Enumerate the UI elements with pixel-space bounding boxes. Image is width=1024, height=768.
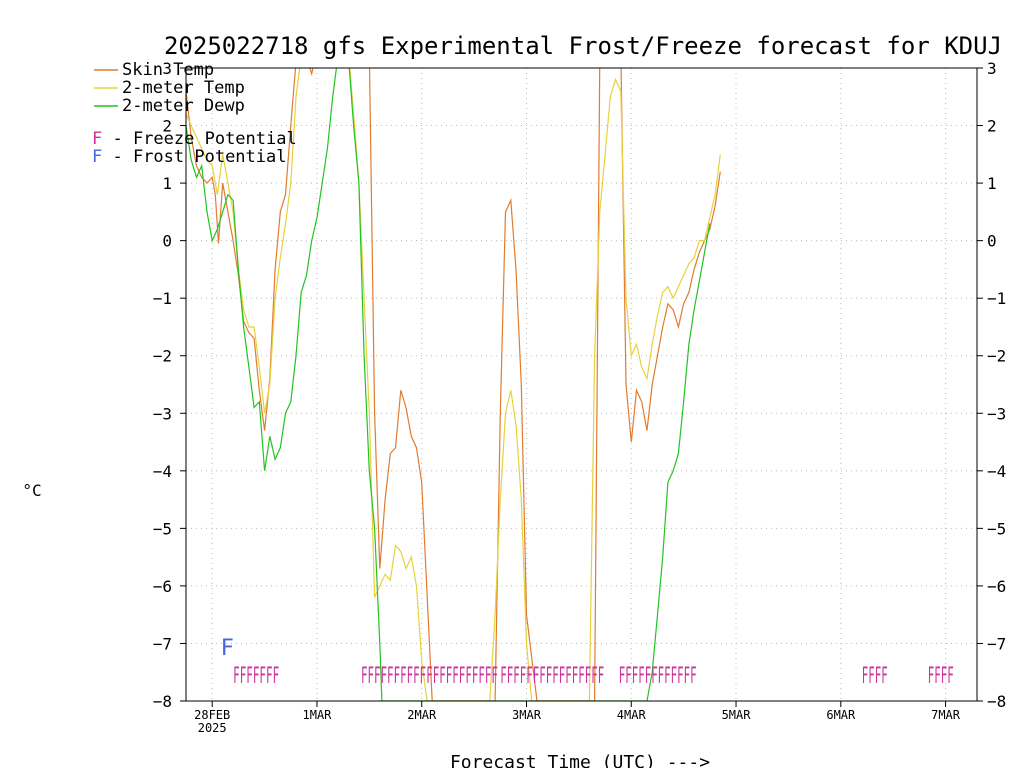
legend-item-label: 2-meter Dewp bbox=[122, 96, 245, 116]
legend-flag-text: - Frost Potential bbox=[102, 147, 286, 167]
y-tick-label: 0 bbox=[162, 232, 172, 251]
y-tick-label: 3 bbox=[162, 59, 172, 78]
series-lines bbox=[186, 68, 721, 701]
freeze-mark: FFFF bbox=[928, 664, 954, 689]
x-tick-label: 4MAR bbox=[617, 708, 647, 722]
x-tick-label: 7MAR bbox=[931, 708, 961, 722]
y-tick-label-right: −7 bbox=[987, 634, 1006, 653]
legend-flag-label: F - Frost Potential bbox=[92, 147, 286, 167]
legend-item-label: Skin Temp bbox=[122, 60, 214, 80]
y-tick-label: −6 bbox=[153, 577, 172, 596]
series-line-2-meter-dewp bbox=[186, 68, 711, 701]
freeze-mark: FFFFFFF bbox=[233, 664, 279, 689]
y-tick-label-right: −4 bbox=[987, 462, 1006, 481]
y-tick-label-right: −2 bbox=[987, 347, 1006, 366]
x-tick-label: 5MAR bbox=[722, 708, 752, 722]
y-tick-label-right: −6 bbox=[987, 577, 1006, 596]
y-tick-label: 2 bbox=[162, 117, 172, 136]
legend-flag-label: F - Freeze Potential bbox=[92, 129, 297, 149]
y-tick-label: −4 bbox=[153, 462, 172, 481]
y-tick-label-right: 1 bbox=[987, 174, 997, 193]
x-axis-label: Forecast Time (UTC) ---> bbox=[450, 752, 710, 768]
legend-flag-letter: F bbox=[92, 147, 102, 167]
y-tick-label: −3 bbox=[153, 404, 172, 423]
grid-lines bbox=[186, 67, 977, 702]
chart-title: 2025022718 gfs Experimental Frost/Freeze… bbox=[164, 32, 1002, 60]
frost-mark: F bbox=[221, 636, 234, 661]
y-tick-label-right: −8 bbox=[987, 692, 1006, 711]
y-tick-label: −8 bbox=[153, 692, 172, 711]
series-line-2-meter-temp bbox=[186, 68, 721, 701]
y-tick-label-right: 0 bbox=[987, 232, 997, 251]
freeze-mark: FFFFFFFFFFFF bbox=[619, 664, 697, 689]
y-tick-label-right: −3 bbox=[987, 404, 1006, 423]
y-tick-label-right: −5 bbox=[987, 519, 1006, 538]
y-tick-label: −1 bbox=[153, 289, 172, 308]
y-tick-label-right: 3 bbox=[987, 59, 997, 78]
x-tick-label: 2MAR bbox=[407, 708, 437, 722]
y-tick-label-right: −1 bbox=[987, 289, 1006, 308]
legend-item-label: 2-meter Temp bbox=[122, 78, 245, 98]
y-tick-label: 1 bbox=[162, 174, 172, 193]
freeze-mark: FFFFFFFFFFFFFFFF bbox=[500, 664, 604, 689]
x-tick-label: 3MAR bbox=[512, 708, 542, 722]
y-tick-label: −5 bbox=[153, 519, 172, 538]
freeze-mark: FFFF bbox=[862, 664, 888, 689]
y-axis-left: −8 −7 −6 −5 −4 −3 −2 −1 0 1 2 3 bbox=[153, 59, 186, 711]
frost-freeze-marks: FFFFFFFF FFFFFFFFFFFFFFFFFFFFF FFFFFFFFFFF… bbox=[221, 636, 954, 689]
y-tick-label-right: 2 bbox=[987, 117, 997, 136]
x-tick-sublabel: 2025 bbox=[198, 721, 227, 735]
x-tick-label: 6MAR bbox=[826, 708, 856, 722]
x-tick-label: 1MAR bbox=[303, 708, 333, 722]
y-tick-label: −7 bbox=[153, 634, 172, 653]
x-tick-label: 28FEB bbox=[194, 708, 230, 722]
y-axis-right: −8 −7 −6 −5 −4 −3 −2 −1 0 1 2 3 bbox=[977, 59, 1006, 711]
plot-frame bbox=[185, 67, 978, 702]
legend-flag-letter: F bbox=[92, 129, 102, 149]
freeze-mark: FFFFFFFFFFFFFFFFFFFFF bbox=[361, 664, 498, 689]
y-axis-label: °C bbox=[22, 481, 41, 500]
y-tick-label: −2 bbox=[153, 347, 172, 366]
legend-flag-text: - Freeze Potential bbox=[102, 129, 296, 149]
